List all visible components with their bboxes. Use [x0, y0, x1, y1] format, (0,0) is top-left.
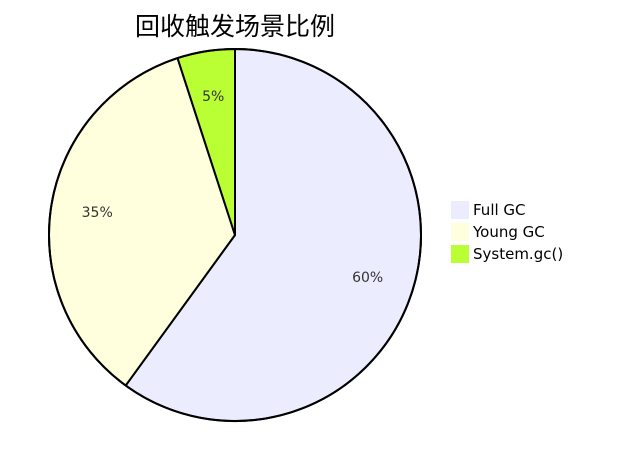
legend: Full GC Young GC System.gc() [451, 201, 563, 263]
pie-slices [48, 48, 422, 422]
legend-label: Young GC [472, 223, 545, 241]
legend-label: System.gc() [473, 245, 563, 263]
slice-value-label: 35% [82, 205, 113, 221]
legend-item-full-gc: Full GC [451, 201, 526, 219]
pie-outline [48, 48, 422, 422]
legend-swatch [451, 223, 469, 241]
legend-item-young-gc: Young GC [451, 223, 545, 241]
slice-labels: 60% 35% 5% [82, 89, 384, 286]
legend-swatch [451, 201, 469, 219]
chart-title: 回收触发场景比例 [135, 12, 335, 41]
legend-item-system-gc: System.gc() [451, 245, 563, 263]
legend-label: Full GC [473, 201, 526, 219]
slice-value-label: 60% [352, 270, 383, 286]
legend-swatch [451, 245, 469, 263]
slice-value-label: 5% [202, 89, 224, 105]
